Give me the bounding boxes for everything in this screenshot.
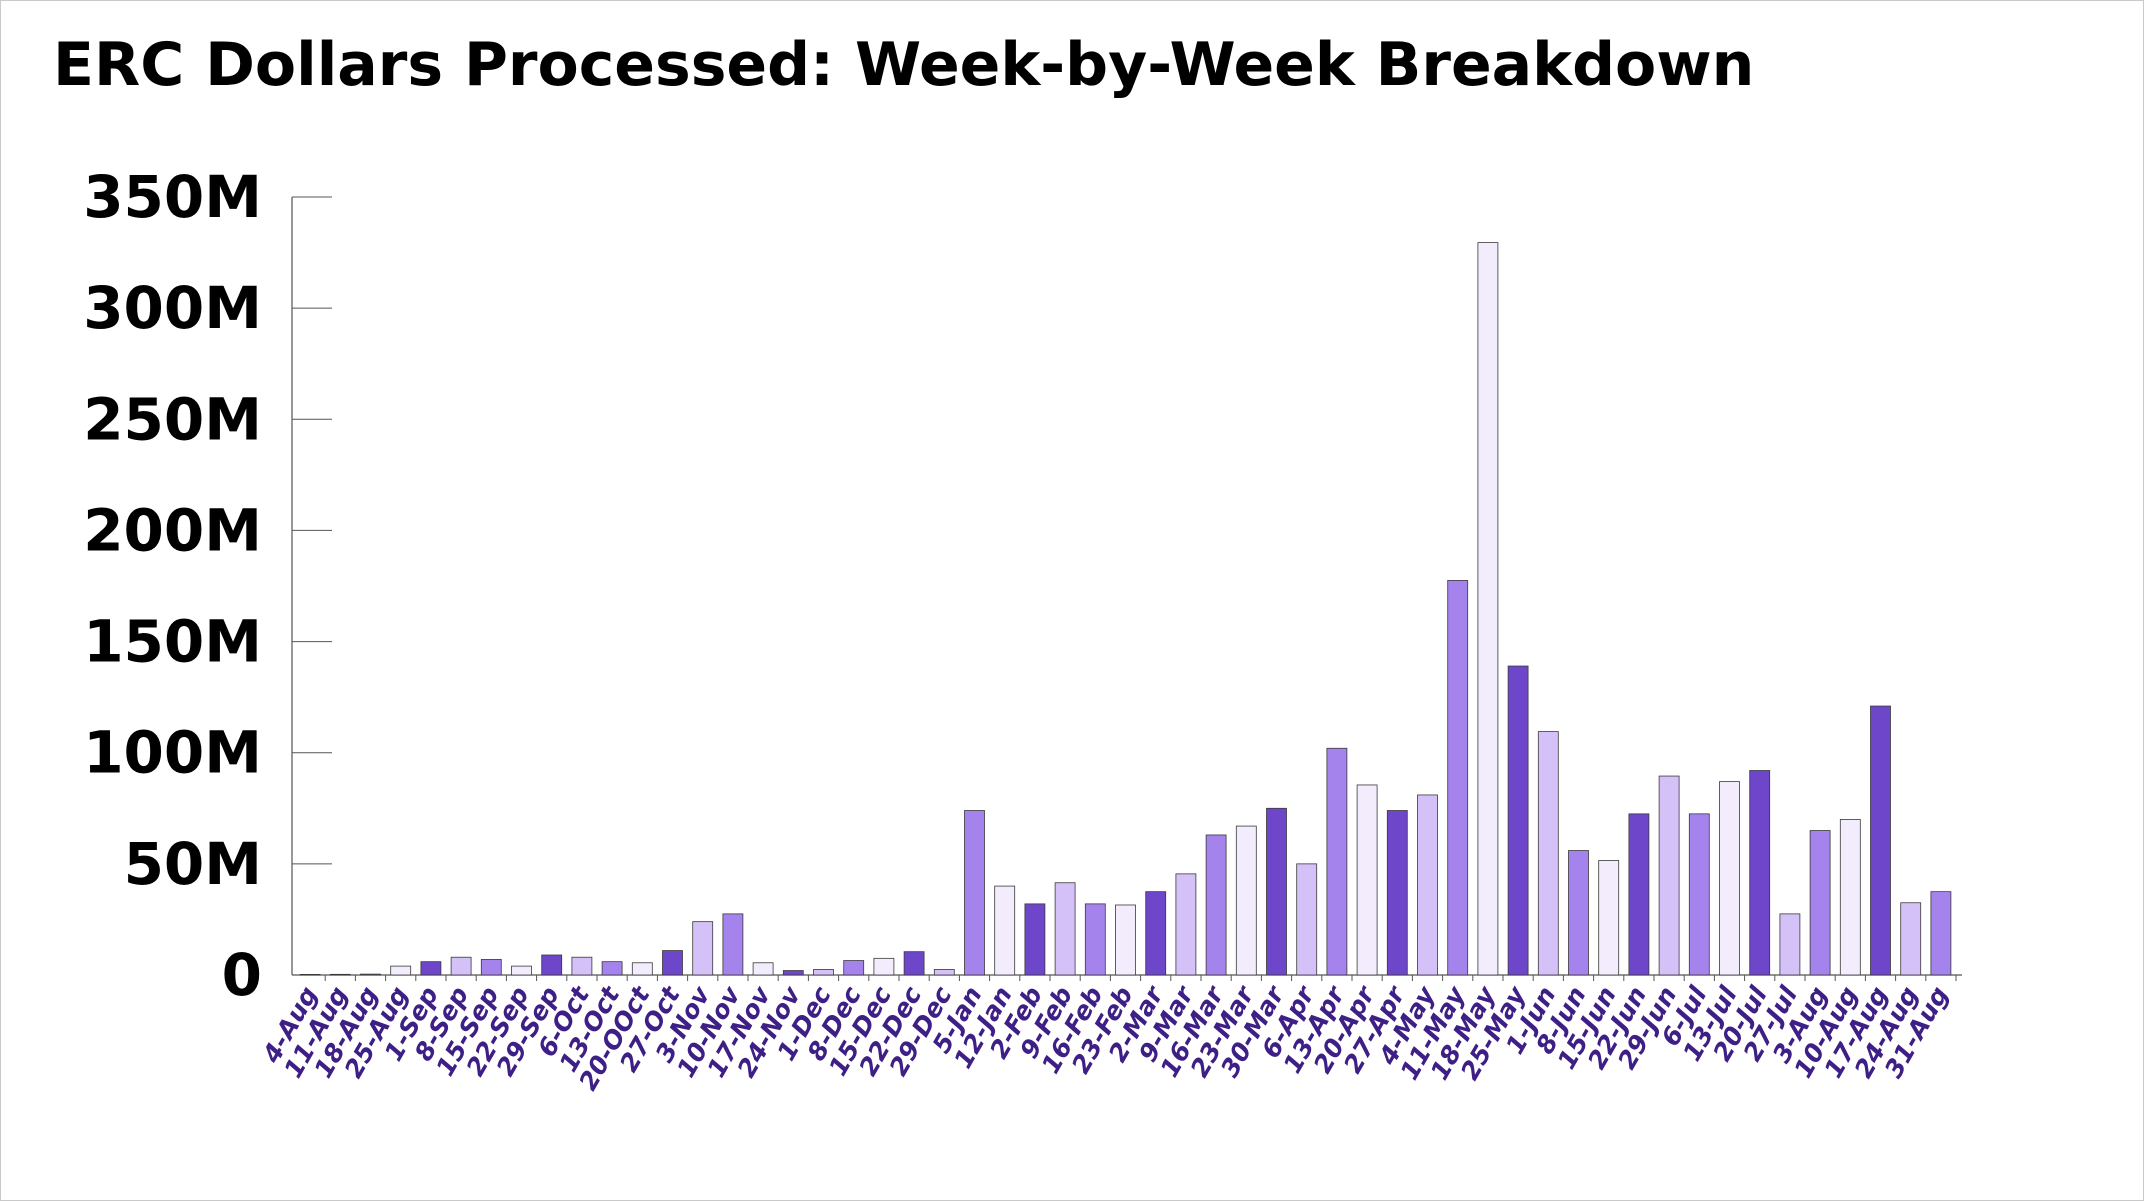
bar (994, 885, 1016, 976)
bar (1809, 830, 1831, 976)
bar (1719, 781, 1740, 976)
bar (390, 965, 412, 976)
bar (1115, 904, 1136, 976)
bar (813, 969, 834, 976)
bar (360, 973, 381, 976)
y-tick-label: 50M (124, 830, 262, 898)
bar (480, 959, 502, 976)
bar (1266, 807, 1287, 976)
y-tick-label: 200M (83, 496, 262, 564)
bar (450, 956, 472, 976)
bar (782, 970, 804, 976)
y-tick-label: 0 (222, 941, 262, 1009)
bar (1024, 903, 1046, 976)
bar (964, 810, 985, 976)
bar (299, 974, 321, 976)
bar (1326, 747, 1348, 976)
bar (1779, 913, 1801, 976)
bar (752, 962, 774, 976)
bar (1084, 903, 1106, 976)
bar (1930, 891, 1952, 976)
bar (1688, 813, 1710, 976)
bar (1235, 825, 1257, 976)
bar (1054, 882, 1076, 976)
bar (1870, 705, 1891, 976)
bar (631, 962, 653, 976)
bar (420, 961, 442, 976)
bar (1145, 891, 1167, 976)
bar (1507, 665, 1529, 976)
bar (329, 973, 351, 976)
y-tick-label: 100M (83, 719, 262, 787)
bar (662, 950, 683, 976)
y-tick-label: 350M (83, 163, 262, 231)
bar (1568, 850, 1589, 976)
bar (933, 969, 955, 976)
bar (511, 965, 532, 976)
bar (1537, 731, 1559, 976)
bar (1356, 784, 1378, 976)
bar (903, 951, 925, 976)
bar (1386, 810, 1408, 976)
bar (601, 961, 623, 976)
bar (1598, 860, 1620, 976)
y-tick-label: 250M (83, 385, 262, 453)
bar (873, 957, 895, 976)
y-tick-label: 300M (83, 274, 262, 342)
bar (692, 921, 714, 976)
y-tick-label: 150M (83, 608, 262, 676)
bar (1447, 580, 1469, 976)
bar (722, 913, 744, 976)
bar (1658, 775, 1680, 976)
bar (1296, 863, 1318, 976)
bar (1749, 770, 1771, 976)
bar (1628, 813, 1650, 976)
chart-title: ERC Dollars Processed: Week-by-Week Brea… (53, 30, 1755, 100)
bar (541, 954, 563, 976)
bar (1839, 819, 1861, 976)
bar (1205, 834, 1227, 976)
bar (1175, 873, 1197, 976)
bar (1477, 242, 1499, 976)
bar (1900, 902, 1922, 976)
bar (1417, 794, 1438, 976)
bar (843, 960, 865, 976)
bar (571, 956, 593, 976)
